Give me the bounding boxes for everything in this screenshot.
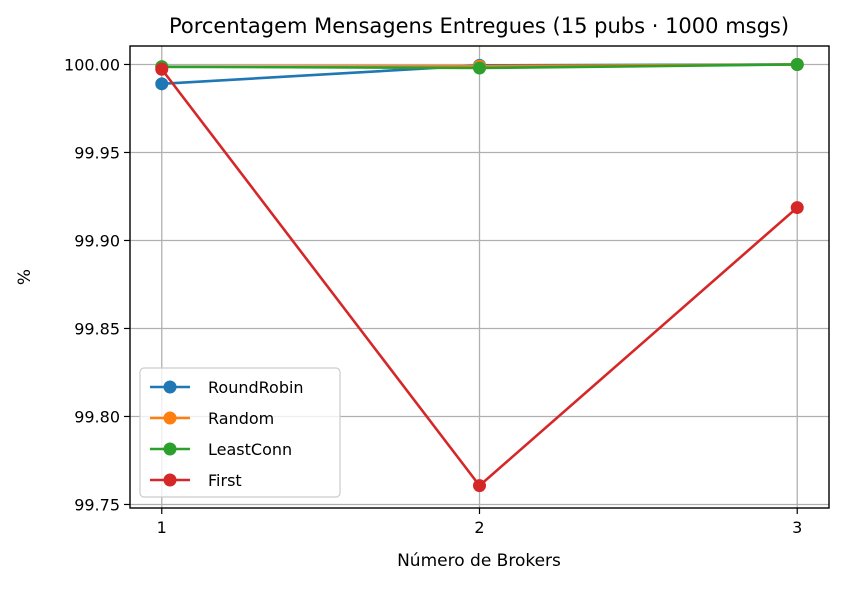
data-point — [155, 62, 169, 76]
data-point — [155, 77, 169, 91]
legend-entry: LeastConn — [150, 440, 292, 459]
data-point — [790, 57, 804, 71]
legend-marker — [163, 473, 177, 487]
legend-marker — [163, 442, 177, 456]
legend-label: Random — [208, 409, 274, 428]
x-tick-label: 2 — [474, 518, 484, 537]
ticks: 1 2 3 99.75 99.80 99.85 99.90 99.95 100.00 — [64, 55, 802, 537]
data-point — [473, 61, 486, 75]
y-tick-label: 99.80 — [74, 407, 120, 426]
x-tick-label: 3 — [792, 518, 802, 537]
y-tick-label: 100.00 — [64, 55, 120, 74]
x-axis-label: Número de Brokers — [397, 551, 561, 571]
y-tick-label: 99.75 — [74, 495, 120, 514]
legend-entry: RoundRobin — [150, 378, 304, 397]
y-tick-label: 99.95 — [74, 143, 120, 162]
legend: RoundRobin Random LeastConn First — [139, 367, 341, 498]
series-layer — [155, 57, 804, 493]
legend-marker — [163, 411, 177, 425]
y-tick-label: 99.85 — [74, 319, 120, 338]
legend-marker — [163, 380, 177, 394]
data-point — [473, 479, 486, 493]
y-tick-label: 99.90 — [74, 231, 120, 250]
legend-box — [139, 367, 341, 498]
legend-label: First — [208, 471, 242, 490]
data-point — [790, 201, 804, 215]
legend-label: RoundRobin — [208, 378, 304, 397]
legend-entry: Random — [150, 409, 274, 428]
chart-title: Porcentagem Mensagens Entregues (15 pubs… — [169, 14, 789, 38]
y-axis-label: % — [15, 269, 35, 285]
legend-label: LeastConn — [208, 440, 292, 459]
x-tick-label: 1 — [157, 518, 167, 537]
legend-entry: First — [150, 471, 242, 490]
series-first — [155, 62, 804, 493]
